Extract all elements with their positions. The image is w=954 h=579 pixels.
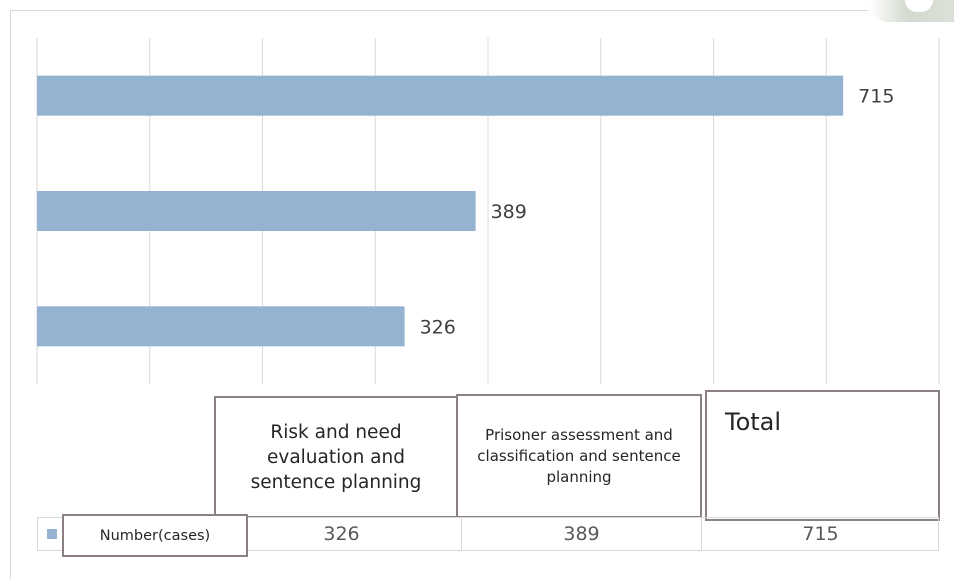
bar [37, 75, 844, 116]
frame-top [10, 10, 868, 11]
bar-layer [37, 75, 844, 347]
bar [37, 191, 476, 231]
bar-data-label: 389 [491, 201, 527, 223]
series-label-box: Number(cases) [62, 514, 248, 557]
data-table-row: 326 389 715 [37, 517, 939, 551]
category-label-prisoner: Prisoner assessment and classification a… [477, 425, 681, 486]
category-box-prisoner: Prisoner assessment and classification a… [456, 394, 702, 518]
table-cell-prisoner: 389 [461, 518, 701, 550]
legend-swatch [47, 529, 57, 539]
data-label-layer: 326 389 715 [420, 86, 895, 339]
bar-data-label: 326 [420, 316, 456, 338]
decorative-smudge-gap [905, 0, 933, 12]
category-box-risk: Risk and need evaluation and sentence pl… [214, 396, 458, 518]
frame-left [10, 10, 11, 579]
bar [37, 306, 405, 347]
series-label: Number(cases) [99, 527, 211, 544]
table-cell-total: 715 [701, 518, 939, 550]
category-box-total: Total [705, 390, 940, 521]
bar-data-label: 715 [858, 86, 894, 108]
table-cell-risk: 326 [221, 518, 461, 550]
category-label-risk: Risk and need evaluation and sentence pl… [250, 421, 422, 493]
category-label-total: Total [725, 408, 782, 436]
